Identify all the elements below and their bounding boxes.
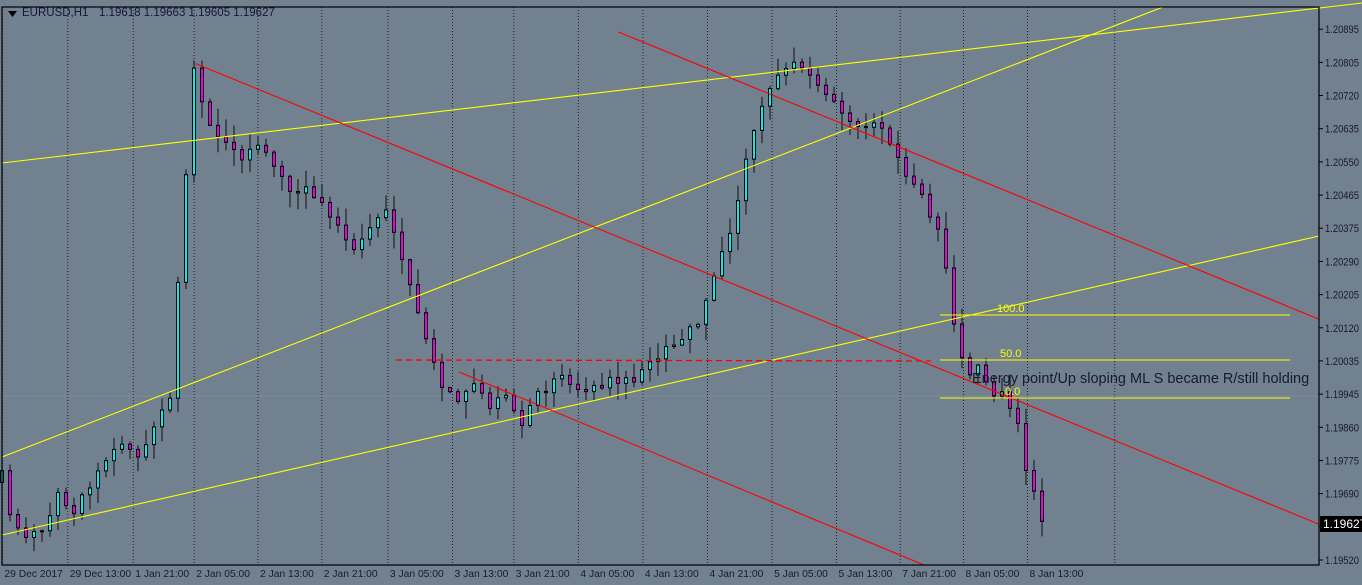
svg-text:8 Jan 05:00: 8 Jan 05:00	[966, 569, 1020, 580]
svg-text:1.20895: 1.20895	[1325, 24, 1359, 36]
svg-text:1.20035: 1.20035	[1325, 356, 1359, 368]
svg-text:1.19775: 1.19775	[1325, 456, 1359, 468]
svg-text:1.19618 1.19663 1.19605 1.1962: 1.19618 1.19663 1.19605 1.19627	[99, 7, 275, 19]
svg-text:1.19627: 1.19627	[1323, 517, 1362, 531]
svg-text:4 Jan 21:00: 4 Jan 21:00	[710, 569, 764, 580]
svg-text:Energy point/Up sloping ML S b: Energy point/Up sloping ML S became R/st…	[972, 371, 1309, 387]
svg-text:1.20720: 1.20720	[1325, 91, 1359, 103]
svg-text:1.20205: 1.20205	[1325, 290, 1359, 302]
svg-text:1.20120: 1.20120	[1325, 323, 1359, 335]
svg-text:1.20805: 1.20805	[1325, 57, 1359, 69]
svg-text:4 Jan 05:00: 4 Jan 05:00	[580, 569, 634, 580]
svg-text:8 Jan 13:00: 8 Jan 13:00	[1030, 569, 1084, 580]
svg-text:1.20550: 1.20550	[1325, 157, 1359, 169]
svg-text:3 Jan 05:00: 3 Jan 05:00	[390, 569, 444, 580]
svg-text:3 Jan 21:00: 3 Jan 21:00	[516, 569, 570, 580]
svg-text:4 Jan 13:00: 4 Jan 13:00	[645, 569, 699, 580]
svg-text:50.0: 50.0	[1000, 348, 1021, 360]
svg-text:5 Jan 13:00: 5 Jan 13:00	[839, 569, 893, 580]
svg-text:1.19945: 1.19945	[1325, 389, 1359, 401]
svg-text:1.19690: 1.19690	[1325, 489, 1359, 501]
svg-text:2 Jan 13:00: 2 Jan 13:00	[260, 569, 314, 580]
svg-text:3 Jan 13:00: 3 Jan 13:00	[455, 569, 509, 580]
svg-text:100.0: 100.0	[997, 303, 1025, 315]
svg-text:1 Jan 21:00: 1 Jan 21:00	[135, 569, 189, 580]
svg-text:29 Dec 2017: 29 Dec 2017	[4, 569, 63, 580]
svg-text:2 Jan 05:00: 2 Jan 05:00	[196, 569, 250, 580]
svg-text:5 Jan 05:00: 5 Jan 05:00	[774, 569, 828, 580]
svg-text:0.0: 0.0	[1005, 386, 1020, 398]
svg-text:1.20290: 1.20290	[1325, 256, 1359, 268]
svg-text:1.19520: 1.19520	[1325, 555, 1359, 567]
svg-text:7 Jan 21:00: 7 Jan 21:00	[902, 569, 956, 580]
svg-text:2 Jan 21:00: 2 Jan 21:00	[324, 569, 378, 580]
svg-text:29 Dec 13:00: 29 Dec 13:00	[70, 569, 132, 580]
svg-text:1.20375: 1.20375	[1325, 223, 1359, 235]
svg-text:EURUSD,H1: EURUSD,H1	[22, 7, 88, 19]
svg-text:1.20635: 1.20635	[1325, 124, 1359, 136]
svg-text:1.20465: 1.20465	[1325, 190, 1359, 202]
svg-text:1.19860: 1.19860	[1325, 422, 1359, 434]
